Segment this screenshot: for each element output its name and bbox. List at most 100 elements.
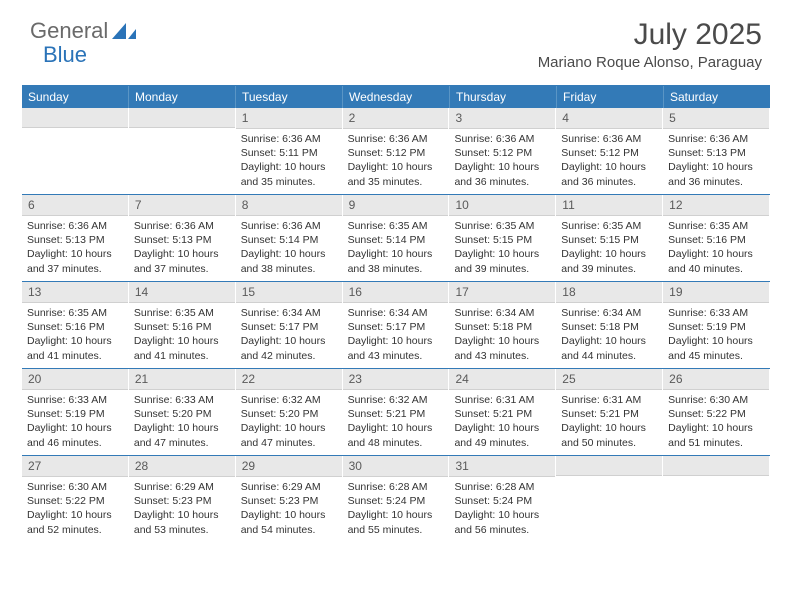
- day-cell: [129, 108, 236, 194]
- day-cell: 8Sunrise: 6:36 AMSunset: 5:14 PMDaylight…: [236, 195, 343, 281]
- day-cell: 31Sunrise: 6:28 AMSunset: 5:24 PMDayligh…: [449, 456, 556, 542]
- weekday-header-cell: Saturday: [664, 86, 770, 108]
- day-number: 7: [129, 195, 235, 216]
- day-number: 31: [449, 456, 555, 477]
- sunset-text: Sunset: 5:12 PM: [454, 146, 550, 160]
- day-number: 26: [663, 369, 769, 390]
- empty-day-number: [663, 456, 769, 476]
- day-cell: 11Sunrise: 6:35 AMSunset: 5:15 PMDayligh…: [556, 195, 663, 281]
- sunset-text: Sunset: 5:15 PM: [454, 233, 550, 247]
- sunrise-text: Sunrise: 6:31 AM: [561, 393, 657, 407]
- day-cell: 1Sunrise: 6:36 AMSunset: 5:11 PMDaylight…: [236, 108, 343, 194]
- day-cell: 19 Sunrise: 6:33 AMSunset: 5:19 PMDayligh…: [663, 282, 770, 368]
- daylight-text: Daylight: 10 hours and 36 minutes.: [454, 160, 550, 188]
- sunset-text: Sunset: 5:12 PM: [561, 146, 657, 160]
- sunset-text: Sunset: 5:21 PM: [561, 407, 657, 421]
- sunrise-text: Sunrise: 6:36 AM: [241, 132, 337, 146]
- brand-blue: Blue: [43, 42, 87, 67]
- weekday-header-cell: Tuesday: [236, 86, 343, 108]
- weekday-header-cell: Sunday: [22, 86, 129, 108]
- sunrise-text: Sunrise: 6:29 AM: [241, 480, 337, 494]
- daylight-text: Daylight: 10 hours and 47 minutes.: [241, 421, 337, 449]
- day-cell: 2Sunrise: 6:36 AMSunset: 5:12 PMDaylight…: [343, 108, 450, 194]
- sunrise-text: Sunrise: 6:34 AM: [454, 306, 550, 320]
- day-number: 27: [22, 456, 128, 477]
- day-cell: 24Sunrise: 6:31 AMSunset: 5:21 PMDayligh…: [449, 369, 556, 455]
- daylight-text: Daylight: 10 hours and 36 minutes.: [668, 160, 764, 188]
- day-number: 19: [663, 282, 769, 303]
- sunset-text: Sunset: 5:16 PM: [134, 320, 230, 334]
- daylight-text: Daylight: 10 hours and 44 minutes.: [561, 334, 657, 362]
- daylight-text: Daylight: 10 hours and 45 minutes.: [668, 334, 764, 362]
- day-number: 25: [556, 369, 662, 390]
- day-cell: [22, 108, 129, 194]
- sunrise-text: Sunrise: 6:31 AM: [454, 393, 550, 407]
- daylight-text: Daylight: 10 hours and 48 minutes.: [348, 421, 444, 449]
- day-cell: 23Sunrise: 6:32 AMSunset: 5:21 PMDayligh…: [343, 369, 450, 455]
- calendar-grid: SundayMondayTuesdayWednesdayThursdayFrid…: [22, 85, 770, 542]
- day-number: 16: [343, 282, 449, 303]
- day-body: Sunrise: 6:35 AMSunset: 5:15 PMDaylight:…: [449, 216, 555, 281]
- day-cell: 3Sunrise: 6:36 AMSunset: 5:12 PMDaylight…: [449, 108, 556, 194]
- day-cell: 9Sunrise: 6:35 AMSunset: 5:14 PMDaylight…: [343, 195, 450, 281]
- day-number: 30: [343, 456, 449, 477]
- daylight-text: Daylight: 10 hours and 42 minutes.: [241, 334, 337, 362]
- daylight-text: Daylight: 10 hours and 37 minutes.: [134, 247, 230, 275]
- sunrise-text: Sunrise: 6:36 AM: [348, 132, 444, 146]
- day-body: Sunrise: 6:35 AMSunset: 5:16 PMDaylight:…: [22, 303, 128, 368]
- day-cell: 30Sunrise: 6:28 AMSunset: 5:24 PMDayligh…: [343, 456, 450, 542]
- day-body: Sunrise: 6:36 AMSunset: 5:14 PMDaylight:…: [236, 216, 342, 281]
- sunset-text: Sunset: 5:22 PM: [668, 407, 764, 421]
- day-body: Sunrise: 6:33 AMSunset: 5:19 PMDaylight:…: [22, 390, 128, 455]
- day-cell: 28Sunrise: 6:29 AMSunset: 5:23 PMDayligh…: [129, 456, 236, 542]
- week-row: 13Sunrise: 6:35 AMSunset: 5:16 PMDayligh…: [22, 282, 770, 368]
- sunset-text: Sunset: 5:20 PM: [134, 407, 230, 421]
- sunrise-text: Sunrise: 6:35 AM: [561, 219, 657, 233]
- day-cell: 22Sunrise: 6:32 AMSunset: 5:20 PMDayligh…: [236, 369, 343, 455]
- week-row: 6Sunrise: 6:36 AMSunset: 5:13 PMDaylight…: [22, 195, 770, 281]
- day-number: 1: [236, 108, 342, 129]
- page-header: General Blue July 2025 Mariano Roque Alo…: [0, 0, 792, 79]
- sunset-text: Sunset: 5:17 PM: [348, 320, 444, 334]
- day-number: 20: [22, 369, 128, 390]
- sunrise-text: Sunrise: 6:28 AM: [348, 480, 444, 494]
- day-body: Sunrise: 6:28 AMSunset: 5:24 PMDaylight:…: [343, 477, 449, 542]
- day-body: Sunrise: 6:29 AMSunset: 5:23 PMDaylight:…: [129, 477, 235, 542]
- day-body: Sunrise: 6:34 AMSunset: 5:17 PMDaylight:…: [236, 303, 342, 368]
- sunset-text: Sunset: 5:13 PM: [134, 233, 230, 247]
- sunset-text: Sunset: 5:23 PM: [241, 494, 337, 508]
- day-number: 6: [22, 195, 128, 216]
- sunrise-text: Sunrise: 6:35 AM: [134, 306, 230, 320]
- sunrise-text: Sunrise: 6:32 AM: [348, 393, 444, 407]
- day-body: Sunrise: 6:36 AMSunset: 5:11 PMDaylight:…: [236, 129, 342, 194]
- sunset-text: Sunset: 5:20 PM: [241, 407, 337, 421]
- sunrise-text: Sunrise: 6:30 AM: [27, 480, 123, 494]
- daylight-text: Daylight: 10 hours and 38 minutes.: [348, 247, 444, 275]
- daylight-text: Daylight: 10 hours and 51 minutes.: [668, 421, 764, 449]
- sunrise-text: Sunrise: 6:36 AM: [241, 219, 337, 233]
- sunset-text: Sunset: 5:12 PM: [348, 146, 444, 160]
- weekday-header-row: SundayMondayTuesdayWednesdayThursdayFrid…: [22, 86, 770, 108]
- daylight-text: Daylight: 10 hours and 40 minutes.: [668, 247, 764, 275]
- daylight-text: Daylight: 10 hours and 37 minutes.: [27, 247, 123, 275]
- day-cell: 13Sunrise: 6:35 AMSunset: 5:16 PMDayligh…: [22, 282, 129, 368]
- daylight-text: Daylight: 10 hours and 56 minutes.: [454, 508, 550, 536]
- day-cell: 7Sunrise: 6:36 AMSunset: 5:13 PMDaylight…: [129, 195, 236, 281]
- sunrise-text: Sunrise: 6:33 AM: [668, 306, 764, 320]
- day-body: Sunrise: 6:34 AMSunset: 5:17 PMDaylight:…: [343, 303, 449, 368]
- sunrise-text: Sunrise: 6:33 AM: [134, 393, 230, 407]
- sunrise-text: Sunrise: 6:33 AM: [27, 393, 123, 407]
- brand-general: General: [30, 18, 108, 44]
- day-body: Sunrise: 6:31 AMSunset: 5:21 PMDaylight:…: [556, 390, 662, 455]
- day-number: 15: [236, 282, 342, 303]
- daylight-text: Daylight: 10 hours and 41 minutes.: [134, 334, 230, 362]
- weekday-header-cell: Wednesday: [343, 86, 450, 108]
- sunset-text: Sunset: 5:21 PM: [454, 407, 550, 421]
- day-body: Sunrise: 6:31 AMSunset: 5:21 PMDaylight:…: [449, 390, 555, 455]
- day-number: 10: [449, 195, 555, 216]
- daylight-text: Daylight: 10 hours and 46 minutes.: [27, 421, 123, 449]
- sunset-text: Sunset: 5:19 PM: [668, 320, 764, 334]
- day-number: 17: [449, 282, 555, 303]
- sunset-text: Sunset: 5:18 PM: [561, 320, 657, 334]
- day-body: Sunrise: 6:36 AMSunset: 5:12 PMDaylight:…: [343, 129, 449, 194]
